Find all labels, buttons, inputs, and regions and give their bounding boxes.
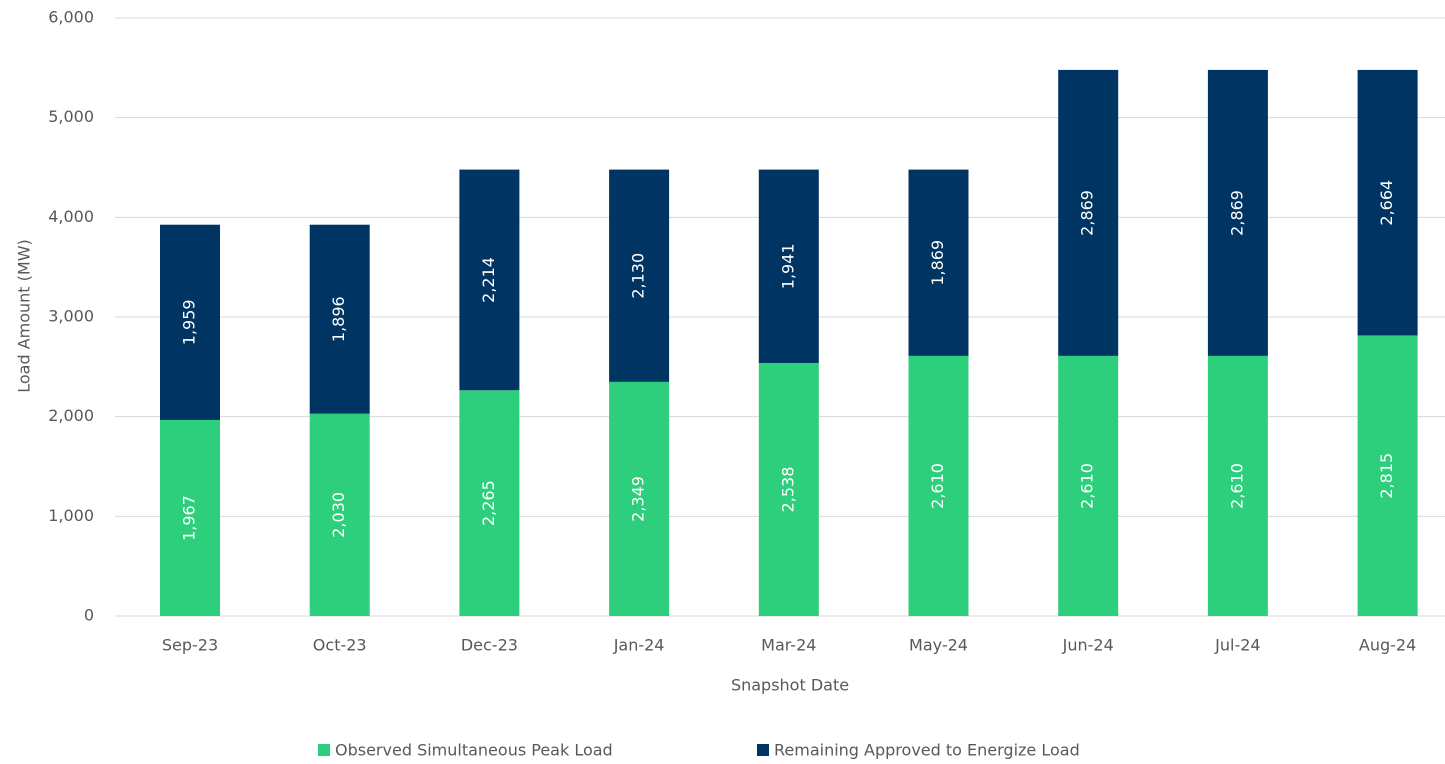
bar-segment — [908, 355, 969, 616]
y-tick-label: 2,000 — [48, 406, 94, 425]
bar-segment — [309, 224, 370, 414]
bar-segment — [908, 169, 969, 356]
x-tick-label: Dec-23 — [461, 636, 518, 655]
x-axis-title: Snapshot Date — [731, 676, 849, 695]
data-label: 2,349 — [629, 476, 648, 522]
data-label: 1,967 — [180, 495, 199, 541]
data-label: 1,941 — [778, 243, 797, 289]
y-tick-label: 3,000 — [48, 307, 94, 326]
legend-label: Observed Simultaneous Peak Load — [335, 741, 613, 760]
y-axis-title: Load Amount (MW) — [15, 239, 34, 393]
x-tick-label: May-24 — [909, 636, 968, 655]
data-label: 2,869 — [1078, 190, 1097, 236]
legend-swatch — [318, 744, 330, 756]
x-tick-label: Oct-23 — [313, 636, 367, 655]
legend-label: Remaining Approved to Energize Load — [774, 741, 1080, 760]
y-tick-label: 6,000 — [48, 8, 94, 27]
bar-segment — [1207, 69, 1268, 356]
bar-segment — [758, 169, 819, 364]
data-label: 2,664 — [1377, 180, 1396, 226]
x-tick-label: Sep-23 — [162, 636, 218, 655]
x-tick-label: Jul-24 — [1214, 636, 1260, 655]
y-tick-label: 0 — [84, 606, 94, 625]
bar-segment — [1357, 335, 1418, 616]
data-label: 2,610 — [928, 463, 947, 509]
x-tick-label: Jan-24 — [613, 636, 665, 655]
data-label: 2,869 — [1227, 190, 1246, 236]
legend-swatch — [757, 744, 769, 756]
bar-segment — [160, 224, 220, 420]
x-tick-label: Aug-24 — [1359, 636, 1416, 655]
data-label: 2,030 — [329, 492, 348, 538]
bar-segment — [309, 413, 370, 616]
y-tick-label: 5,000 — [48, 107, 94, 126]
data-label: 2,265 — [479, 480, 498, 526]
data-label: 2,815 — [1377, 453, 1396, 499]
bar-segment — [459, 169, 520, 391]
y-tick-label: 1,000 — [48, 506, 94, 525]
data-label: 2,610 — [1227, 463, 1246, 509]
bar-segment — [758, 363, 819, 616]
x-tick-label: Mar-24 — [761, 636, 816, 655]
data-label: 1,896 — [329, 296, 348, 342]
bar-segment — [1058, 69, 1119, 356]
bar-segment — [160, 419, 220, 616]
bar-segment — [1207, 355, 1268, 616]
bar-segment — [609, 381, 670, 616]
bar-segment — [609, 169, 670, 382]
bar-segment — [1357, 69, 1418, 336]
data-label: 2,538 — [778, 467, 797, 513]
bar-segment — [459, 390, 520, 616]
data-label: 2,610 — [1078, 463, 1097, 509]
data-label: 1,869 — [928, 240, 947, 286]
y-tick-label: 4,000 — [48, 207, 94, 226]
data-label: 2,130 — [629, 253, 648, 299]
data-label: 2,214 — [479, 257, 498, 303]
x-tick-label: Jun-24 — [1062, 636, 1114, 655]
bar-segment — [1058, 355, 1119, 616]
data-label: 1,959 — [180, 299, 199, 345]
